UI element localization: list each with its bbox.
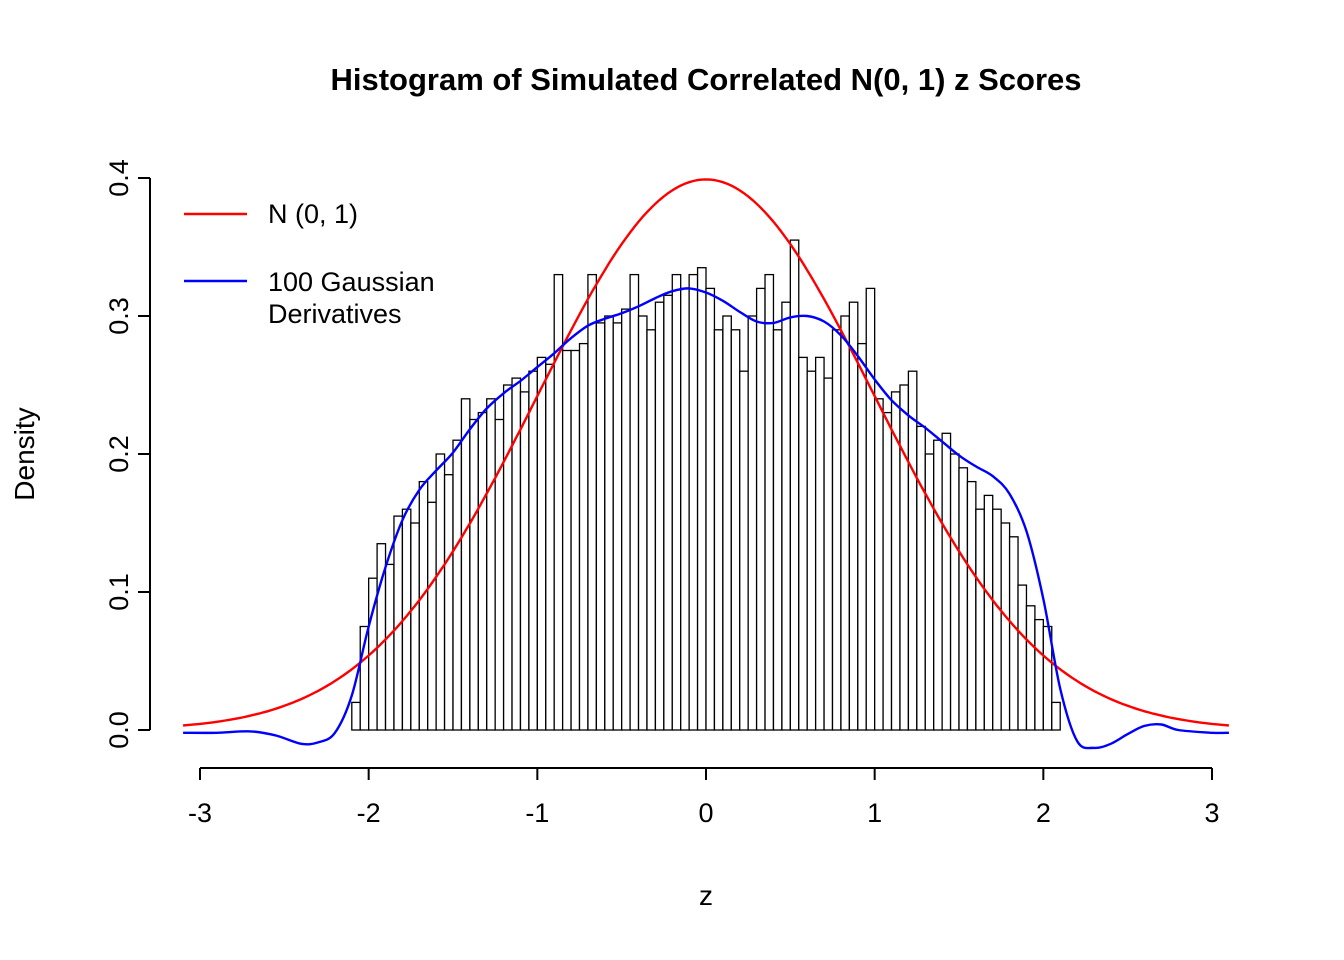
x-tick-label: -1 (525, 798, 549, 828)
histogram-bar (469, 418, 479, 731)
histogram-bar (865, 287, 876, 731)
histogram-bar (612, 322, 623, 731)
legend-label-gaussian-derivatives-line1: 100 Gaussian (268, 267, 435, 297)
histogram-bar (680, 287, 690, 731)
histogram-bar (351, 701, 361, 731)
histogram-bar (570, 349, 581, 731)
x-tick-label: 3 (1204, 798, 1219, 828)
histogram-bar (629, 273, 640, 731)
histogram-bar (747, 315, 758, 731)
x-tick-label: -2 (357, 798, 381, 828)
histogram-bar (899, 384, 910, 731)
histogram-bar (502, 384, 513, 731)
y-tick-label: 0.1 (104, 573, 134, 611)
histogram-bar (1034, 618, 1044, 731)
histogram-bar (781, 301, 791, 731)
histogram-bar (688, 273, 699, 731)
histogram-bar (764, 273, 775, 731)
histogram-bar (806, 370, 817, 731)
histogram-bar (604, 315, 614, 731)
histogram-bar (831, 329, 842, 731)
chart-title: Histogram of Simulated Correlated N(0, 1… (330, 62, 1081, 97)
histogram-bar (1017, 584, 1028, 731)
y-axis-title: Density (9, 407, 40, 500)
histogram-bar (949, 453, 960, 731)
histogram-bar (536, 356, 547, 731)
histogram-bar (637, 315, 648, 731)
histogram-bar (730, 329, 741, 731)
histogram-bar (739, 370, 749, 731)
histogram-bar (578, 342, 589, 731)
histogram-bar (755, 287, 766, 731)
gaussian-derivatives-curve (183, 287, 1229, 750)
histogram-bar (452, 439, 463, 731)
histogram-bar (384, 563, 395, 731)
histogram-bar (561, 349, 572, 731)
histogram-bar (975, 508, 985, 731)
x-tick-label: 1 (867, 798, 882, 828)
histogram-bar (933, 439, 943, 731)
histogram-bar (1000, 522, 1011, 731)
histogram-bar (941, 432, 952, 731)
histogram-bar (528, 370, 538, 731)
density-curves (182, 178, 1230, 750)
histogram-bar (427, 501, 437, 731)
legend-label-normal-curve: N (0, 1) (268, 199, 358, 229)
histogram-bar (435, 453, 446, 731)
histogram-bar (460, 398, 471, 731)
histogram-bar (823, 377, 834, 731)
y-tick-label: 0.0 (104, 711, 134, 749)
histogram-bar (814, 356, 825, 731)
histogram-bar (874, 398, 884, 731)
histogram-bar (654, 301, 665, 731)
histogram-bars (351, 239, 1061, 731)
histogram-bar (713, 329, 724, 731)
axes: 0.0 0.1 0.2 0.3 0.4 -3 -2 -1 0 1 2 3 (104, 159, 1220, 828)
histogram-bar (958, 467, 969, 731)
histogram-bar (966, 480, 977, 731)
x-tick-label: -3 (188, 798, 212, 828)
histogram-bar (1025, 605, 1036, 731)
x-tick-label: 0 (698, 798, 713, 828)
histogram-bar (857, 342, 867, 731)
y-tick-label: 0.3 (104, 297, 134, 335)
histogram-bar (705, 287, 716, 731)
histogram-bar (663, 294, 673, 731)
histogram-bar (443, 474, 454, 731)
histogram-bar (519, 391, 530, 731)
y-tick-label: 0.2 (104, 435, 134, 473)
x-axis-title: z (699, 880, 713, 911)
y-tick-label: 0.4 (104, 159, 134, 197)
histogram-bar (696, 267, 707, 731)
histogram-bar (553, 273, 564, 731)
histogram-bar (916, 425, 926, 731)
histogram-bar (882, 411, 893, 731)
histogram-bar (621, 308, 631, 731)
histogram-bar (418, 480, 429, 731)
histogram-bar (907, 370, 918, 731)
histogram-bar (1008, 536, 1019, 731)
histogram-bar (545, 363, 555, 731)
histogram-bar (477, 411, 488, 731)
histogram-bar (722, 315, 732, 731)
histogram-bar (983, 494, 994, 731)
histogram-bar (410, 522, 420, 731)
x-tick-label: 2 (1036, 798, 1051, 828)
histogram-bar (1051, 701, 1061, 731)
histogram-bar (789, 239, 800, 731)
histogram-bar (595, 322, 606, 731)
histogram-bar (992, 508, 1002, 731)
legend-label-gaussian-derivatives-line2: Derivatives (268, 299, 402, 329)
histogram-bar (798, 356, 808, 731)
legend: N (0, 1) 100 Gaussian Derivatives (184, 199, 435, 329)
histogram-bar (840, 315, 851, 731)
histogram-bar (671, 273, 682, 731)
histogram-bar (486, 398, 496, 731)
histogram-bar (587, 273, 598, 731)
histogram-bar (772, 329, 783, 731)
histogram-bar (646, 329, 657, 731)
histogram-bar (848, 301, 859, 731)
